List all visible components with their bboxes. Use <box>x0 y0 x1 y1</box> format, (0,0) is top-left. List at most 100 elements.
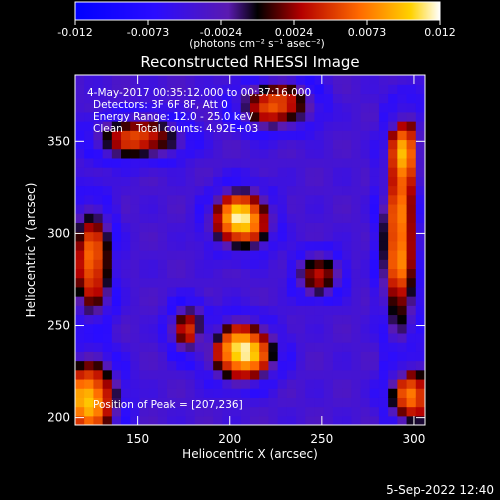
heatmap-cell <box>167 75 177 85</box>
heatmap-cell <box>93 176 104 187</box>
heatmap-cell <box>351 213 362 223</box>
heatmap-cell <box>194 360 205 371</box>
heatmap-cell <box>360 296 371 306</box>
heatmap-cell <box>84 185 95 196</box>
heatmap-cell <box>203 268 214 279</box>
heatmap-cell <box>369 121 380 131</box>
heatmap-cell <box>93 360 104 371</box>
heatmap-cell <box>305 360 316 371</box>
heatmap-cell <box>305 194 316 205</box>
heatmap-cell <box>351 369 362 380</box>
colorbar-tick-label: 0.0073 <box>348 26 387 39</box>
heatmap-cell <box>286 277 297 288</box>
heatmap-cell <box>167 314 177 325</box>
heatmap-cell <box>323 139 334 150</box>
heatmap-cell <box>194 259 205 270</box>
heatmap-cell <box>176 111 187 122</box>
heatmap-cell <box>406 286 417 297</box>
heatmap-cell <box>351 286 362 297</box>
heatmap-cell <box>323 332 334 343</box>
heatmap-cell <box>176 250 187 260</box>
heatmap-cell <box>314 240 325 251</box>
heatmap-cell <box>111 415 122 425</box>
heatmap-cell <box>323 259 334 270</box>
heatmap-cell <box>102 231 113 242</box>
heatmap-cell <box>185 102 196 113</box>
heatmap-cell <box>406 277 417 288</box>
heatmap-cell <box>406 167 417 177</box>
heatmap-cell <box>277 75 288 85</box>
heatmap-cell <box>250 203 260 214</box>
heatmap-cell <box>314 342 325 352</box>
heatmap-cell <box>296 305 306 316</box>
heatmap-cell <box>277 157 288 168</box>
heatmap-cell <box>388 130 398 141</box>
heatmap-cell <box>415 397 425 408</box>
heatmap-cell <box>75 305 85 316</box>
heatmap-cell <box>296 111 306 122</box>
heatmap-cell <box>148 388 159 398</box>
heatmap-cell <box>388 378 398 389</box>
heatmap-cell <box>231 286 242 297</box>
heatmap-cell <box>397 259 408 270</box>
heatmap-cell <box>369 176 380 187</box>
heatmap-cell <box>93 240 104 251</box>
heatmap-cell <box>277 314 288 325</box>
heatmap-cell <box>332 351 343 362</box>
heatmap-cell <box>332 148 343 159</box>
heatmap-cell <box>84 121 95 131</box>
heatmap-cell <box>296 360 306 371</box>
heatmap-cell <box>406 121 417 131</box>
heatmap-cell <box>277 369 288 380</box>
x-tick-label: 250 <box>310 432 333 446</box>
heatmap-cell <box>167 176 177 187</box>
heatmap-cell <box>203 93 214 104</box>
heatmap-cell <box>93 167 104 177</box>
heatmap-cell <box>406 388 417 398</box>
heatmap-cell <box>277 121 288 131</box>
heatmap-cell <box>332 130 343 141</box>
heatmap-cell <box>268 250 279 260</box>
heatmap-cell <box>369 286 380 297</box>
heatmap-cell <box>314 176 325 187</box>
heatmap-cell <box>93 388 104 398</box>
heatmap-cell <box>222 351 233 362</box>
heatmap-cell <box>84 250 95 260</box>
heatmap-cell <box>222 130 233 141</box>
heatmap-cell <box>185 351 196 362</box>
heatmap-cell <box>268 121 279 131</box>
heatmap-cell <box>277 231 288 242</box>
heatmap-cell <box>305 167 316 177</box>
heatmap-cell <box>286 130 297 141</box>
heatmap-cell <box>323 388 334 398</box>
heatmap-cell <box>75 121 85 131</box>
heatmap-cell <box>157 296 168 306</box>
heatmap-cell <box>84 286 95 297</box>
heatmap-cell <box>351 323 362 334</box>
heatmap-cell <box>259 259 270 270</box>
heatmap-cell <box>240 139 251 150</box>
heatmap-cell <box>102 167 113 177</box>
heatmap-cell <box>314 305 325 316</box>
heatmap-cell <box>332 139 343 150</box>
heatmap-cell <box>369 167 380 177</box>
heatmap-cell <box>167 323 177 334</box>
heatmap-cell <box>185 75 196 85</box>
heatmap-cell <box>231 415 242 425</box>
heatmap-cell <box>203 111 214 122</box>
heatmap-cell <box>305 250 316 260</box>
heatmap-cell <box>314 93 325 104</box>
heatmap-cell <box>369 268 380 279</box>
heatmap-cell <box>157 369 168 380</box>
heatmap-cell <box>332 194 343 205</box>
heatmap-cell <box>231 102 242 113</box>
heatmap-cell <box>185 415 196 425</box>
heatmap-cell <box>360 342 371 352</box>
heatmap-cell <box>259 194 270 205</box>
heatmap-cell <box>323 286 334 297</box>
heatmap-cell <box>332 121 343 131</box>
heatmap-cell <box>194 222 205 233</box>
heatmap-cell <box>360 203 371 214</box>
heatmap-cell <box>185 277 196 288</box>
heatmap-cell <box>369 323 380 334</box>
